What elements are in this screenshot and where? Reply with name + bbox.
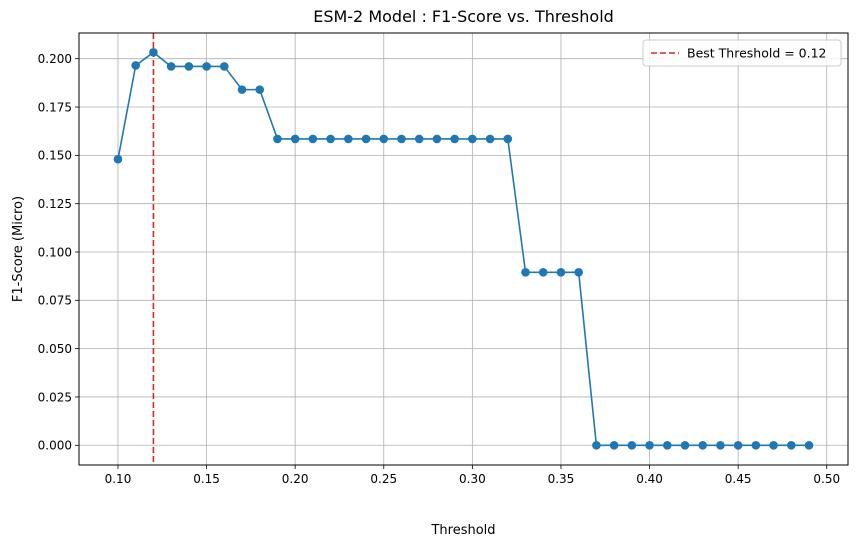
y-tick-label: 0.075 [38, 294, 72, 308]
data-point [219, 62, 229, 71]
x-tick-label: 0.35 [548, 472, 575, 486]
x-tick-label: 0.10 [105, 472, 132, 486]
x-tick-label: 0.20 [282, 472, 309, 486]
x-tick-label: 0.25 [370, 472, 397, 486]
x-axis-ticks: 0.10 0.15 0.20 0.25 0.30 0.35 0.40 0.45 0.50 [105, 465, 840, 486]
data-point [255, 85, 265, 94]
data-point [184, 62, 194, 71]
data-point [379, 134, 389, 144]
y-tick-label: 0.175 [38, 100, 72, 114]
data-point [113, 154, 123, 164]
x-axis-label: Threshold [430, 523, 495, 538]
data-point [131, 61, 141, 70]
data-point [149, 48, 158, 57]
data-point [166, 62, 176, 71]
grid [79, 33, 848, 465]
data-point [273, 134, 282, 144]
x-tick-label: 0.40 [636, 472, 663, 486]
data-point [450, 134, 459, 144]
legend: Best Threshold = 0.12 [642, 39, 842, 67]
x-tick-label: 0.50 [813, 472, 840, 486]
y-tick-label: 0.150 [38, 149, 72, 163]
y-tick-label: 0.000 [38, 439, 72, 453]
data-point [503, 134, 513, 144]
data-point [733, 440, 743, 450]
series-line [117, 51, 810, 447]
data-point [786, 440, 796, 450]
y-axis-label: F1-Score (Micro) [11, 196, 26, 302]
data-point [680, 440, 690, 450]
y-tick-label: 0.025 [38, 390, 72, 404]
data-point [609, 440, 619, 450]
data-point [432, 134, 442, 144]
data-point [326, 134, 335, 144]
data-point [485, 134, 495, 144]
data-point [468, 134, 477, 144]
chart-title: ESM-2 Model : F1-Score vs. Threshold [313, 7, 614, 26]
data-point [521, 267, 530, 277]
y-tick-label: 0.200 [38, 52, 72, 66]
data-point [237, 85, 247, 94]
y-axis-ticks: 0.000 0.025 0.050 0.075 0.100 0.125 0.150 0.175… [38, 52, 79, 453]
data-point [556, 267, 566, 277]
data-point [344, 134, 353, 144]
y-tick-label: 0.125 [38, 197, 72, 211]
data-point [361, 134, 371, 144]
y-tick-label: 0.100 [38, 245, 72, 259]
data-point [290, 134, 300, 144]
data-point [538, 267, 548, 277]
data-point [645, 440, 654, 450]
y-tick-label: 0.050 [38, 342, 72, 356]
x-tick-label: 0.45 [725, 472, 752, 486]
data-point [627, 440, 637, 450]
data-point [397, 134, 406, 144]
data-point [751, 440, 761, 450]
data-point [662, 440, 672, 450]
data-point [592, 440, 601, 450]
x-tick-label: 0.15 [193, 472, 220, 486]
data-point [804, 440, 814, 450]
data-point [769, 440, 778, 450]
data-point [698, 440, 708, 450]
data-point [202, 62, 211, 71]
x-tick-label: 0.30 [459, 472, 486, 486]
data-point [574, 267, 583, 277]
legend-box [642, 39, 842, 67]
series-layer [113, 48, 814, 450]
plot-frame [78, 32, 849, 466]
legend-label-best-threshold: Best Threshold = 0.12 [687, 46, 827, 61]
data-point [414, 134, 424, 144]
data-point [308, 134, 318, 144]
data-point [716, 440, 725, 450]
